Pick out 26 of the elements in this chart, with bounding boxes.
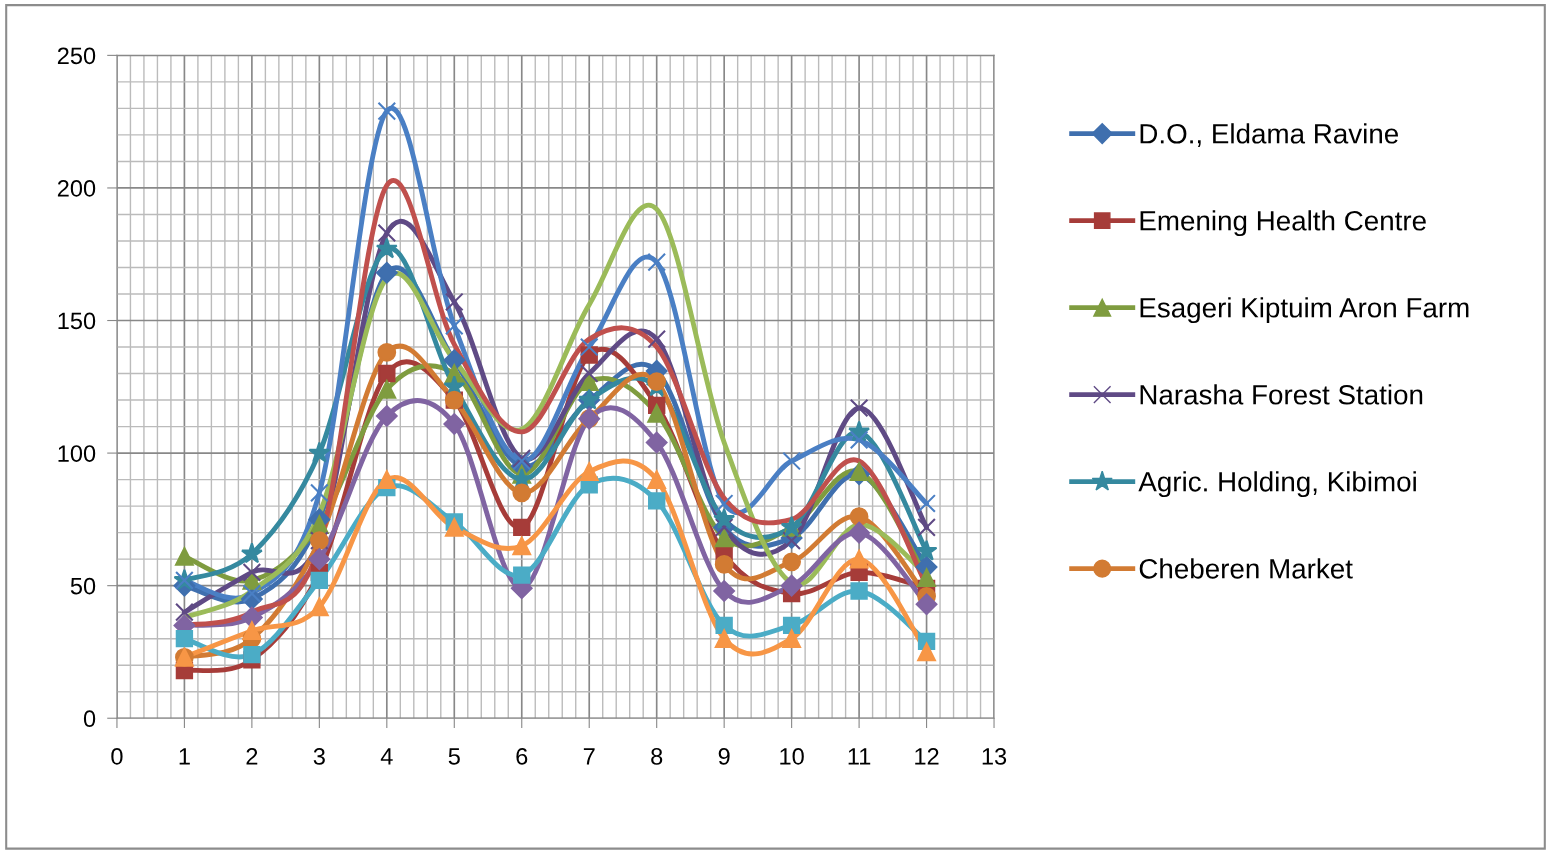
y-tick-label: 100 (58, 445, 96, 462)
y-tick-label: 250 (57, 47, 96, 65)
x-tick-label: 9 (718, 748, 730, 765)
x-tick-label: 2 (246, 748, 258, 765)
y-tick-label: 50 (70, 577, 96, 595)
x-tick-label: 3 (313, 748, 325, 765)
y-tick-label: 200 (57, 180, 96, 197)
x-tick-label: 7 (583, 748, 595, 765)
x-tick-label: 0 (111, 748, 123, 765)
legend-label: D.O., Eldama Ravine (1140, 123, 1398, 147)
legend-label: Narasha Forest Station (1140, 384, 1423, 405)
x-tick-label: 11 (848, 748, 871, 765)
x-tick-label: 5 (448, 748, 460, 765)
x-tick-label: 4 (380, 748, 393, 765)
legend-label: Emening Health Centre (1140, 210, 1426, 237)
x-tick-label: 8 (651, 748, 663, 765)
x-tick-label: 10 (780, 748, 804, 765)
x-tick-label: 1 (179, 748, 190, 765)
legend-label: Cheberen Market (1139, 558, 1353, 579)
legend-label: Esageri Kiptuim Aron Farm (1140, 297, 1469, 324)
x-tick-label: 6 (516, 748, 528, 765)
legend-label: Agric. Holding, Kibimoi (1138, 471, 1416, 498)
y-tick-label: 0 (83, 710, 96, 728)
x-tick-label: 13 (982, 748, 1007, 765)
y-tick-label: 150 (58, 312, 96, 330)
x-tick-label: 12 (915, 748, 939, 765)
